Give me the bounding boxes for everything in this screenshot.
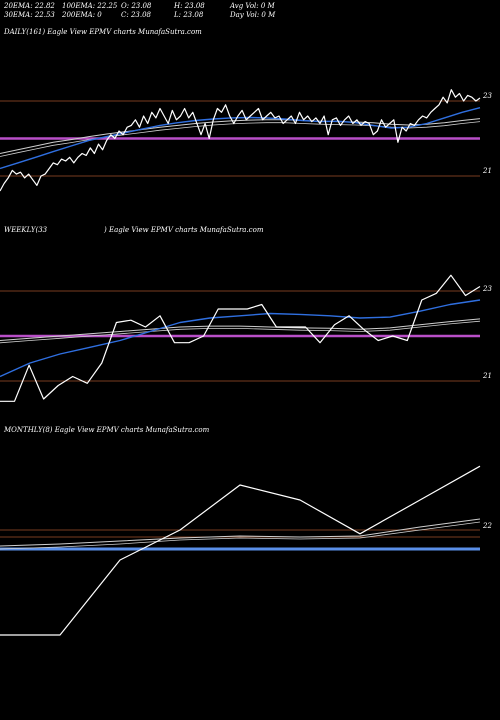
avg-vol-label: Avg Vol: 0 M <box>230 2 275 10</box>
day-vol-label: Day Vol: 0 M <box>230 11 276 19</box>
open-label: O: 23.08 <box>121 2 152 10</box>
high-label: H: 23.08 <box>174 2 205 10</box>
weekly-ema-fast-line <box>0 299 481 378</box>
weekly-ema-slow-line-2 <box>0 320 481 344</box>
daily-ema-fast-line <box>0 107 481 170</box>
weekly-y-label-23: 23 <box>483 285 492 293</box>
ema200-label: 200EMA: 0 <box>62 11 102 19</box>
daily-y-label-23: 23 <box>483 92 492 100</box>
weekly-panel-title-left: WEEKLY(33 <box>4 226 48 234</box>
daily-y-label-21: 21 <box>483 167 492 175</box>
monthly-panel-title: MONTHLY(8) Eagle View EPMV charts Munafa… <box>4 426 210 434</box>
daily-price-line <box>0 89 481 192</box>
monthly-y-label-22: 22 <box>483 522 492 530</box>
weekly-ema-slow-line <box>0 318 481 341</box>
monthly-ema-line-2 <box>0 521 481 550</box>
ema100-label: 100EMA: 22.25 <box>62 2 118 10</box>
weekly-y-label-21: 21 <box>483 372 492 380</box>
weekly-panel-title-right: ) Eagle View EPMV charts MunafaSutra.com <box>104 226 264 234</box>
weekly-price-line <box>0 274 481 402</box>
monthly-ema-line <box>0 518 481 547</box>
low-label: L: 23.08 <box>174 11 204 19</box>
ema30-label: 30EMA: 22.53 <box>4 11 55 19</box>
monthly-price-line <box>0 465 481 636</box>
daily-panel-title: DAILY(161) Eagle View EPMV charts Munafa… <box>4 28 202 36</box>
ema20-label: 20EMA: 22.82 <box>4 2 55 10</box>
daily-ema-slow-line <box>0 118 481 154</box>
close-label: C: 23.08 <box>121 11 151 19</box>
